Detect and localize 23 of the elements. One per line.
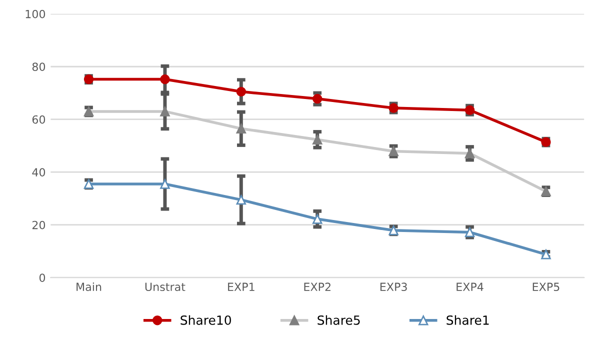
point xyxy=(464,227,475,238)
point xyxy=(160,74,170,84)
legend-label: Share10 xyxy=(180,315,232,325)
legend-label: Share1 xyxy=(446,315,489,325)
x-tick-label: EXP5 xyxy=(532,282,560,292)
point xyxy=(312,214,322,224)
x-tick-label: EXP3 xyxy=(380,282,407,292)
y-tick-label: 100 xyxy=(26,10,46,18)
x-tick-label: EXP1 xyxy=(228,282,254,291)
y-tick-label: 80 xyxy=(32,62,46,72)
point xyxy=(236,194,246,205)
legend-label: Share5 xyxy=(318,315,360,325)
y-tick-label: 20 xyxy=(32,220,46,230)
point xyxy=(312,94,322,104)
x-tick-label: Main xyxy=(76,282,102,292)
x-tick-label: EXP2 xyxy=(304,282,330,291)
point xyxy=(160,179,170,189)
y-tick-label: 60 xyxy=(32,115,46,124)
point xyxy=(236,86,246,97)
y-tick-label: 40 xyxy=(32,168,46,176)
x-tick-label: Unstrat xyxy=(145,282,186,292)
y-tick-label: 0 xyxy=(39,274,46,282)
x-tick-label: EXP4 xyxy=(456,282,484,291)
